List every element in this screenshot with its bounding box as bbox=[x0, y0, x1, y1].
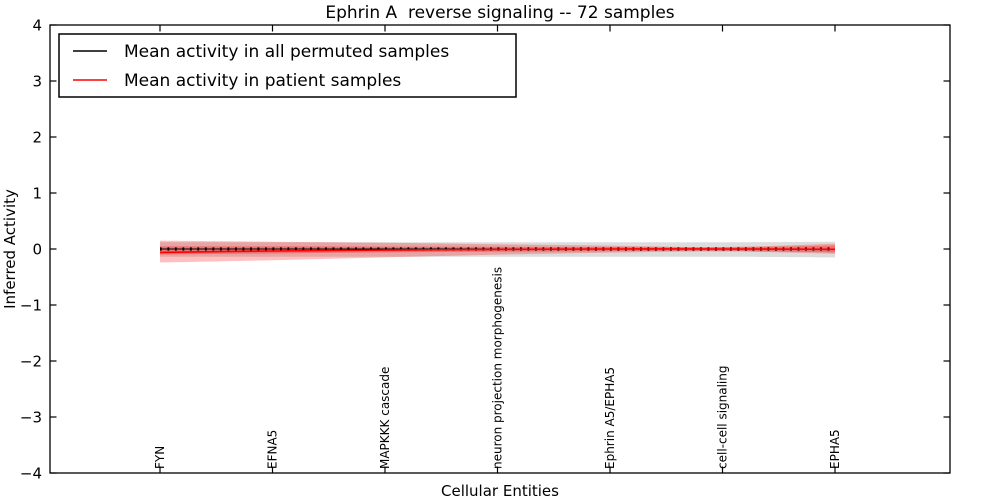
x-tick-label: FYN bbox=[153, 446, 167, 469]
axes-ticks-layer: 4 3 2 1 0 −1 −2 −3 −4 FYN EFNA5 MAPKKK cascade neuro… bbox=[20, 17, 950, 483]
legend: Mean activity in all permuted samples Me… bbox=[58, 33, 517, 98]
y-tick-label: 1 bbox=[32, 185, 42, 203]
y-tick-label: −2 bbox=[20, 353, 42, 371]
x-tick-label: neuron projection morphogenesis bbox=[491, 267, 505, 469]
x-axis-label: Cellular Entities bbox=[441, 482, 559, 500]
plot-frame bbox=[49, 24, 951, 474]
y-tick-label: −4 bbox=[20, 465, 42, 483]
series-lines-layer bbox=[159, 247, 836, 254]
x-tick-label: Ephrin A5/EPHA5 bbox=[603, 367, 617, 469]
legend-label-patient: Mean activity in patient samples bbox=[124, 71, 401, 91]
y-tick-label: 2 bbox=[32, 129, 42, 147]
x-tick-label: EPHA5 bbox=[828, 429, 842, 469]
y-tick-label: 3 bbox=[32, 73, 42, 91]
y-tick-label: 0 bbox=[32, 241, 42, 259]
y-tick-label: 4 bbox=[32, 17, 42, 35]
patient-mean-confidence-band bbox=[160, 240, 835, 263]
y-tick-label: −1 bbox=[20, 297, 42, 315]
y-axis-label: Inferred Activity bbox=[1, 189, 19, 309]
patient-mean-line bbox=[159, 248, 836, 254]
x-tick-label: EFNA5 bbox=[266, 430, 280, 469]
legend-box bbox=[58, 33, 517, 98]
y-tick-label: −3 bbox=[20, 409, 42, 427]
x-tick-label: cell-cell signaling bbox=[716, 366, 730, 470]
x-tick-label: MAPKKK cascade bbox=[378, 367, 392, 469]
legend-label-permuted: Mean activity in all permuted samples bbox=[124, 42, 449, 62]
chart-title: Ephrin A reverse signaling -- 72 samples bbox=[325, 3, 674, 23]
